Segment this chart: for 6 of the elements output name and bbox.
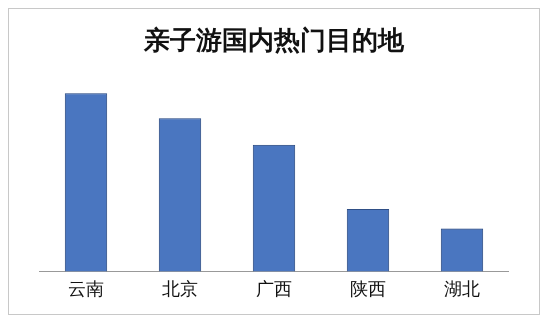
x-tick-label: 北京 [162, 278, 198, 300]
chart-title: 亲子游国内热门目的地 [142, 25, 406, 58]
x-tick-label: 云南 [68, 278, 104, 300]
x-tick-label: 广西 [256, 278, 292, 300]
x-tick-label: 陕西 [350, 278, 386, 300]
x-tick-label: 湖北 [444, 278, 480, 300]
